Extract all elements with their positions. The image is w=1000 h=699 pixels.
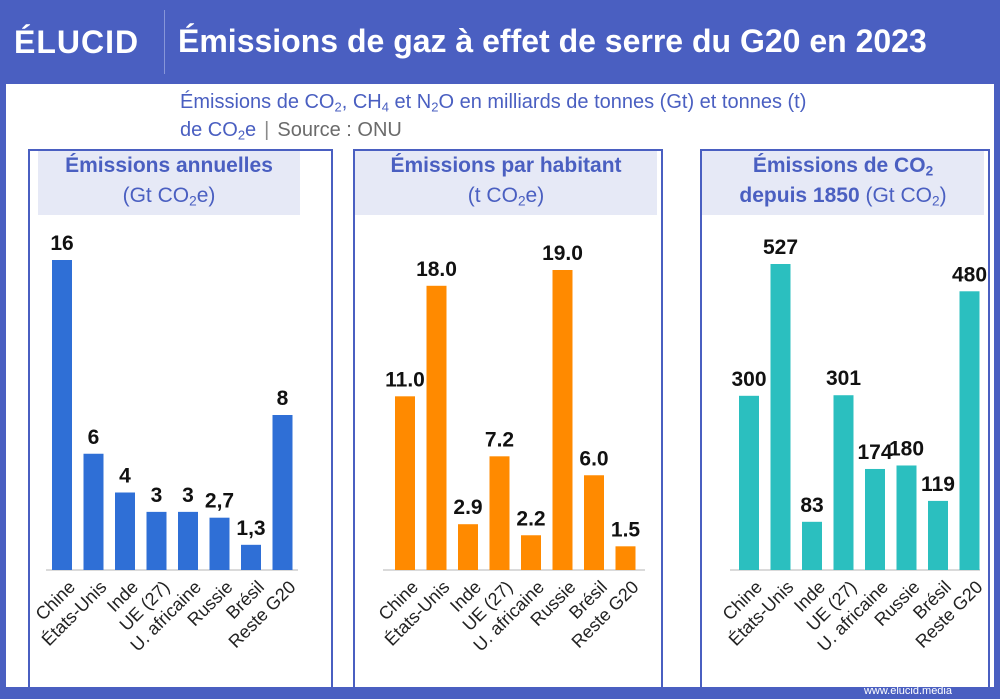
bar <box>802 521 822 570</box>
data-label: 4 <box>119 465 131 488</box>
bar <box>959 291 980 570</box>
bar <box>426 285 447 570</box>
data-label: 83 <box>800 494 823 517</box>
data-label: 2.2 <box>516 507 545 530</box>
data-label: 16 <box>50 232 73 255</box>
chart-per-capita: Émissions par habitant (t CO2e) 11.0 Chin… <box>353 149 663 690</box>
bar <box>489 456 510 570</box>
bar <box>458 524 478 570</box>
bar <box>395 396 415 570</box>
data-label: 527 <box>763 236 798 259</box>
bar <box>83 453 104 570</box>
data-label: 6.0 <box>579 447 608 470</box>
data-label: 1,3 <box>236 517 265 540</box>
data-label: 119 <box>921 473 955 496</box>
data-label: 18.0 <box>416 258 457 281</box>
chart-cumulative-co2: Émissions de CO2 depuis 1850 (Gt CO2) 300… <box>700 149 990 690</box>
chart-title-per-capita: Émissions par habitant (t CO2e) <box>355 151 657 215</box>
data-label: 180 <box>889 437 924 460</box>
source-text: Source : ONU <box>277 119 402 141</box>
header: ÉLUCID Émissions de gaz à effet de serre… <box>0 0 1000 84</box>
subtitle: Émissions de CO2, CH4 et N2O en milliard… <box>180 91 807 143</box>
data-label: 2.9 <box>453 496 482 519</box>
bar <box>115 492 135 570</box>
bar <box>552 270 573 570</box>
data-label: 300 <box>731 368 766 391</box>
data-label: 174 <box>857 441 892 464</box>
bar <box>770 264 791 570</box>
bar <box>896 465 917 570</box>
chart-annual-emissions: Émissions annuelles (Gt CO2e) 16 Chine 6 Ét… <box>28 149 333 690</box>
bar <box>272 415 293 570</box>
footer-url[interactable]: www.elucid.media <box>863 685 952 697</box>
data-label: 6 <box>88 426 100 449</box>
data-label: 301 <box>826 367 861 390</box>
page-title: Émissions de gaz à effet de serre du G20… <box>178 23 927 59</box>
data-label: 8 <box>277 387 289 410</box>
elucid-logo[interactable]: ÉLUCID <box>14 24 140 60</box>
bar <box>178 511 198 570</box>
bar <box>146 511 167 570</box>
bar <box>521 535 541 570</box>
data-label: 2,7 <box>205 490 234 513</box>
header-divider <box>164 10 165 74</box>
data-label: 7.2 <box>485 428 514 451</box>
data-label: 3 <box>182 484 194 507</box>
bar <box>584 475 604 570</box>
data-label: 1.5 <box>611 518 641 541</box>
bar <box>209 517 230 570</box>
bar <box>52 260 72 570</box>
data-label: 19.0 <box>542 242 583 265</box>
chart-title-cumulative: Émissions de CO2 depuis 1850 (Gt CO2) <box>702 151 984 215</box>
chart-title-annual: Émissions annuelles (Gt CO2e) <box>38 151 300 215</box>
data-label: 480 <box>952 263 987 286</box>
bar <box>739 395 759 570</box>
bar <box>928 500 948 570</box>
bar <box>615 546 636 570</box>
bar <box>865 468 885 570</box>
bar <box>833 395 854 570</box>
data-label: 11.0 <box>385 368 425 391</box>
bar <box>241 544 261 570</box>
data-label: 3 <box>151 484 163 507</box>
